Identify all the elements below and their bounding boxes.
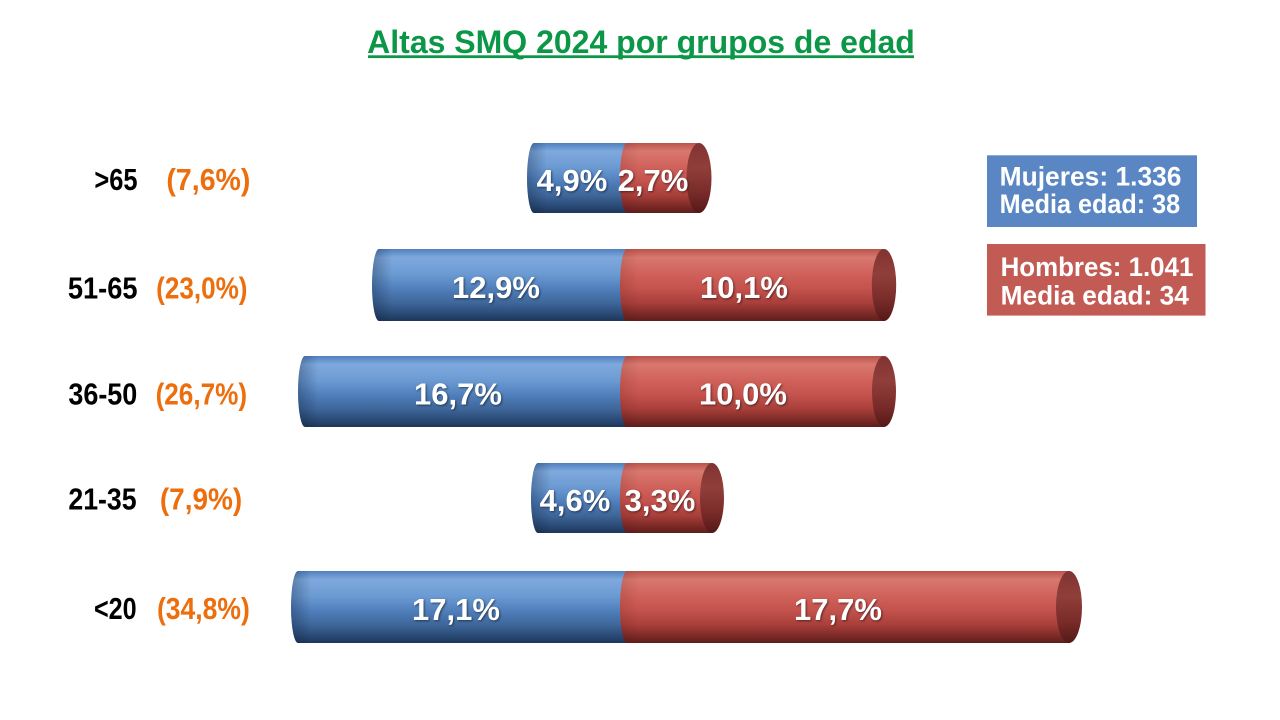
svg-text:17,1%: 17,1% [412, 592, 500, 627]
svg-text:(7,6%): (7,6%) [166, 163, 250, 197]
svg-text:21-35: 21-35 [68, 483, 136, 517]
svg-text:(34,8%): (34,8%) [157, 592, 250, 626]
svg-text:4,6%: 4,6% [540, 483, 611, 518]
svg-text:Media edad: 34: Media edad: 34 [1001, 280, 1189, 310]
svg-text:>65: >65 [94, 163, 137, 198]
svg-text:10,0%: 10,0% [699, 377, 787, 412]
svg-text:4,9%: 4,9% [537, 163, 608, 198]
svg-text:(26,7%): (26,7%) [156, 377, 247, 412]
svg-text:3,3%: 3,3% [625, 483, 696, 518]
svg-text:17,7%: 17,7% [794, 592, 882, 627]
svg-text:51-65: 51-65 [68, 272, 138, 306]
svg-text:(23,0%): (23,0%) [156, 272, 247, 307]
svg-text:16,7%: 16,7% [414, 377, 502, 412]
svg-text:(7,9%): (7,9%) [160, 482, 242, 517]
svg-text:36-50: 36-50 [68, 378, 137, 412]
svg-text:Mujeres: 1.336: Mujeres: 1.336 [1000, 161, 1182, 191]
svg-text:Media edad: 38: Media edad: 38 [1000, 188, 1181, 219]
svg-text:10,1%: 10,1% [700, 270, 788, 305]
svg-text:2,7%: 2,7% [618, 163, 689, 198]
svg-text:<20: <20 [94, 590, 137, 625]
svg-text:Hombres: 1.041: Hombres: 1.041 [1001, 251, 1194, 282]
svg-text:Altas SMQ 2024 por grupos de e: Altas SMQ 2024 por grupos de edad [367, 24, 915, 60]
svg-text:12,9%: 12,9% [452, 270, 540, 305]
